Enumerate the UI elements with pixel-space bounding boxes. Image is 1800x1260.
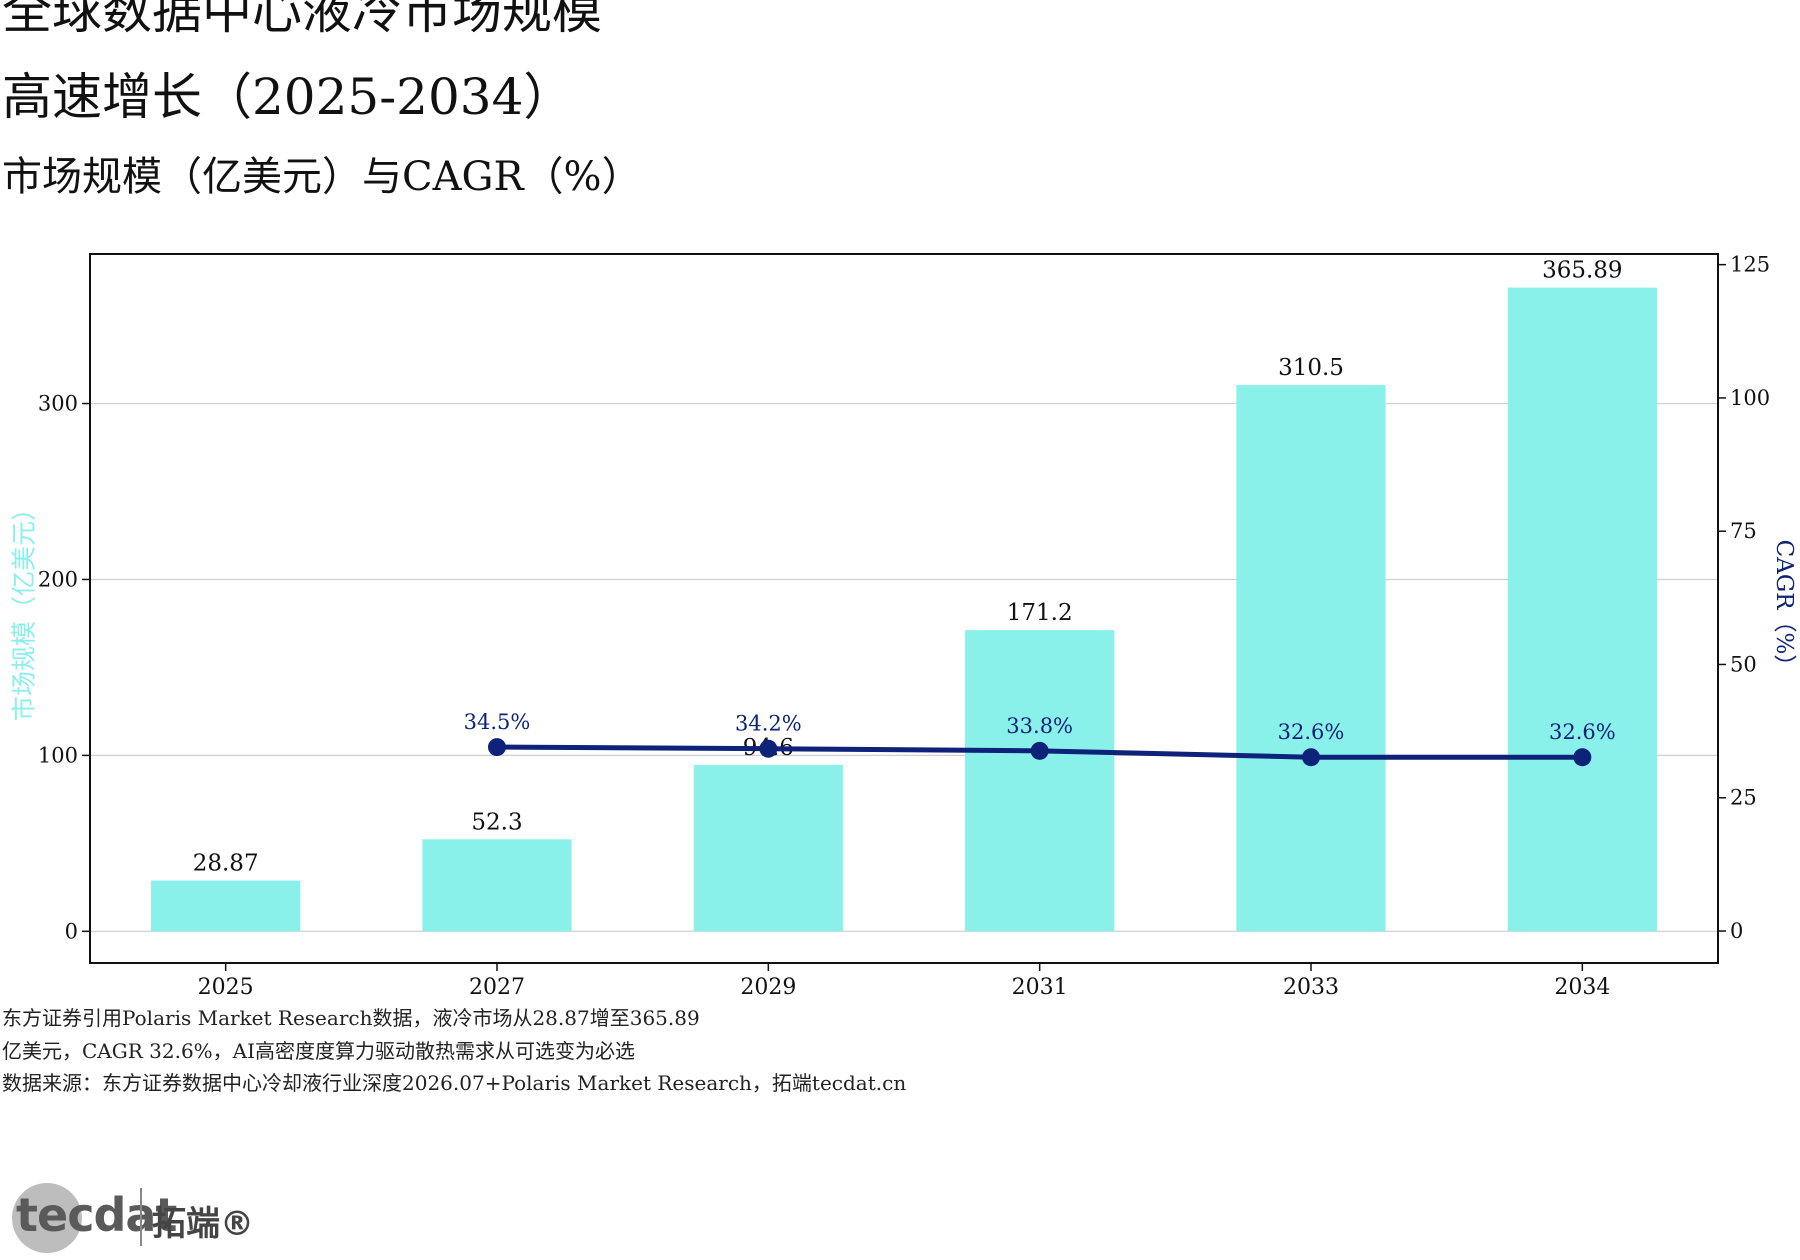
logo-circle <box>12 1183 82 1253</box>
cagr-point-2034 <box>1573 748 1592 767</box>
y2-tick-label-5: 125 <box>1730 253 1770 277</box>
tecdat-logo: tecdat 拓端® <box>10 1180 254 1253</box>
y2-tick-label-3: 75 <box>1730 519 1757 543</box>
bar-label-2034: 365.89 <box>1542 258 1622 284</box>
bar-2029 <box>693 764 843 932</box>
x-tick-label-2034: 2034 <box>1554 975 1610 1000</box>
x-tick-label-2027: 2027 <box>469 975 525 1000</box>
combo-chart: 28.8752.394.6171.2310.5365.8934.5%34.2%3… <box>10 253 1798 1000</box>
y-tick-label-1: 100 <box>38 743 78 767</box>
cagr-point-2029 <box>759 739 778 758</box>
logo-divider <box>140 1188 142 1246</box>
cagr-label-2033: 32.6% <box>1278 720 1345 744</box>
y-tick-label-2: 200 <box>38 567 78 591</box>
bar-label-2033: 310.5 <box>1278 355 1344 381</box>
bar-label-2025: 28.87 <box>193 851 259 877</box>
cagr-label-2027: 34.5% <box>464 710 531 734</box>
y2-tick-label-2: 50 <box>1730 652 1757 676</box>
y-tick-label-3: 300 <box>38 392 78 416</box>
x-tick-label-2033: 2033 <box>1283 975 1339 1000</box>
y-tick-label-0: 0 <box>65 919 78 943</box>
cagr-point-2033 <box>1302 748 1320 767</box>
note-line-2: 亿美元，CAGR 32.6%，AI高密度度算力驱动散热需求从可选变为必选 <box>2 1038 636 1063</box>
note-line-3: 数据来源：东方证券数据中心冷却液行业深度2026.07+Polaris Mark… <box>2 1071 907 1095</box>
x-tick-label-2025: 2025 <box>198 975 254 1000</box>
logo-cn-text: 拓端® <box>152 1204 254 1244</box>
chart-notes: 东方证券引用Polaris Market Research数据，液冷市场从28.… <box>2 1002 906 1100</box>
cagr-point-2027 <box>488 738 506 757</box>
chart-subtitle: 市场规模（亿美元）与CAGR（%） <box>2 154 642 200</box>
y-axis-label: 市场规模（亿美元） <box>10 496 39 721</box>
note-line-1: 东方证券引用Polaris Market Research数据，液冷市场从28.… <box>2 1006 700 1030</box>
bar-2031 <box>965 630 1115 932</box>
chart-title-line2: 高速增长（2025-2034） <box>2 68 574 126</box>
chart-title-line1: 全球数据中心液冷市场规模 <box>2 0 602 40</box>
bar-2034 <box>1507 287 1657 932</box>
x-tick-label-2029: 2029 <box>740 975 796 1000</box>
cagr-point-2031 <box>1030 741 1049 760</box>
y2-tick-label-4: 100 <box>1730 386 1770 410</box>
y2-tick-label-0: 0 <box>1730 919 1743 943</box>
cagr-label-2029: 34.2% <box>735 712 802 736</box>
plot-frame <box>89 253 1719 964</box>
bar-2033 <box>1236 385 1386 932</box>
x-tick-label-2031: 2031 <box>1012 975 1068 1000</box>
cagr-label-2034: 32.6% <box>1549 720 1616 744</box>
y2-axis-label: CAGR（%） <box>1771 540 1797 678</box>
logo-wordmark: tecdat <box>16 1188 177 1242</box>
bar-label-2031: 171.2 <box>1007 600 1073 626</box>
cagr-label-2031: 33.8% <box>1006 714 1073 738</box>
bar-2027 <box>422 839 572 932</box>
bar-2025 <box>151 880 301 932</box>
bar-label-2027: 52.3 <box>471 809 522 835</box>
y2-tick-label-1: 25 <box>1730 786 1757 810</box>
